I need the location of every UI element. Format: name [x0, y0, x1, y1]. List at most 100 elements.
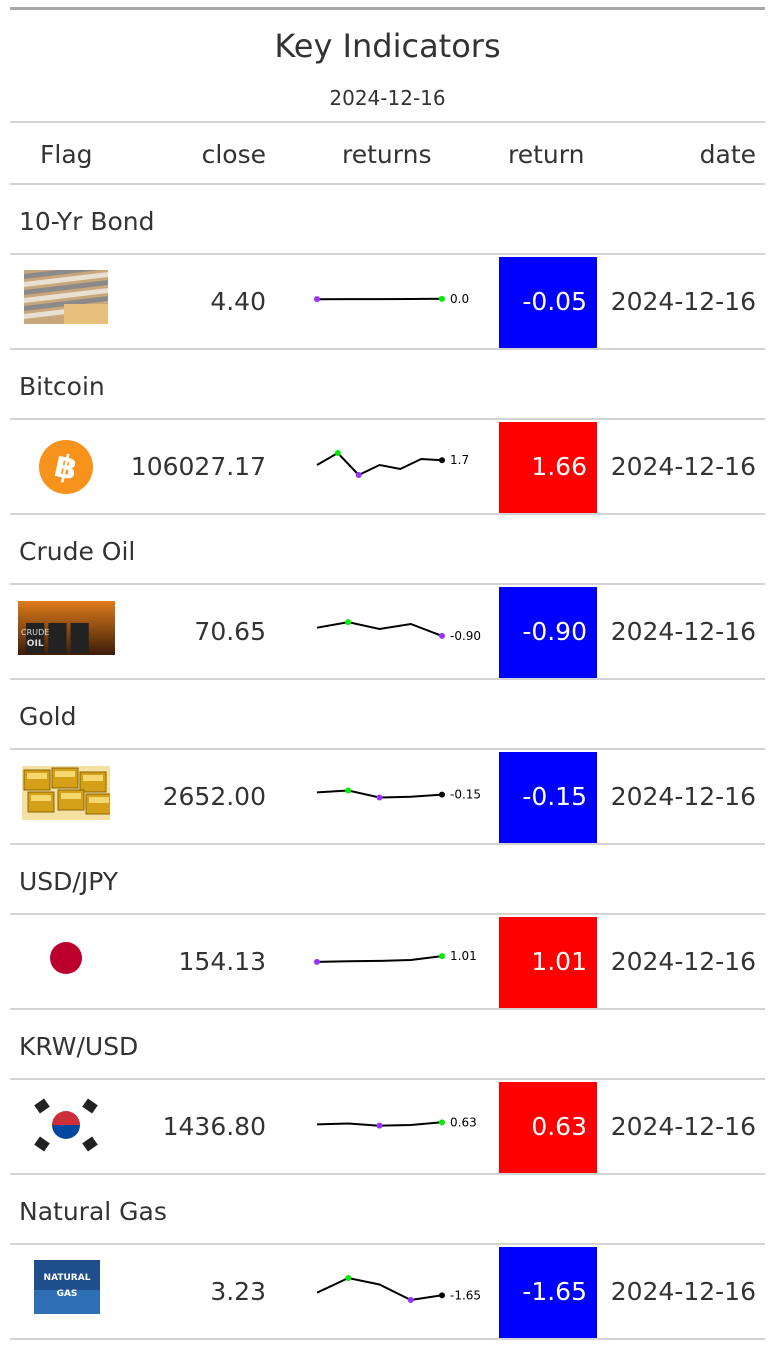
sparkline-last-label: 1.7	[450, 453, 469, 467]
returns-sparkline: -0.90	[316, 619, 481, 643]
return-cell: -0.90	[499, 587, 597, 678]
sparkline-max-marker	[345, 787, 352, 794]
row-group-label: Gold	[19, 702, 77, 731]
return-cell: 1.66	[499, 422, 597, 513]
sparkline-last-label: 1.01	[450, 949, 477, 963]
sparkline-path	[316, 955, 443, 963]
group-divider	[10, 913, 765, 915]
returns-sparkline: 1.7	[316, 450, 469, 478]
row-group-label: 10-Yr Bond	[19, 207, 155, 236]
sparkline-min-marker	[376, 1122, 383, 1129]
close-value: 2652.00	[162, 782, 266, 811]
sparkline-path	[316, 1276, 443, 1302]
return-cell: -0.05	[499, 257, 597, 348]
column-header-date[interactable]: date	[699, 140, 756, 169]
sparkline-last-marker	[439, 1292, 445, 1299]
gold-icon	[22, 766, 110, 820]
bond-icon	[24, 270, 108, 324]
close-value: 1436.80	[162, 1112, 266, 1141]
sparkline-max-marker	[345, 1275, 352, 1281]
top-rule	[10, 7, 765, 10]
return-value: -0.15	[522, 782, 587, 811]
sparkline-last-marker	[439, 791, 445, 798]
sparkline-path	[316, 451, 443, 477]
returns-sparkline: 1.01	[314, 949, 477, 965]
column-header-returns[interactable]: returns	[342, 140, 432, 169]
japan-flag-icon	[50, 942, 82, 974]
natural-gas-icon: NATURAL GAS	[34, 1260, 100, 1314]
sparkline-min-marker	[407, 1297, 414, 1303]
svg-text:CRUDE: CRUDE	[21, 628, 49, 637]
returns-sparkline: -1.65	[316, 1275, 481, 1303]
sparkline-max-marker	[439, 295, 445, 302]
close-value: 70.65	[194, 617, 266, 646]
korea-flag-icon	[34, 1098, 98, 1152]
svg-text:OIL: OIL	[27, 639, 44, 649]
row-divider	[10, 513, 765, 515]
sparkline-max-marker	[439, 1119, 445, 1126]
sparkline-last-marker	[439, 457, 445, 464]
sparkline-min-marker	[355, 472, 362, 478]
returns-sparkline: 0.63	[316, 1115, 477, 1129]
row-group-label: USD/JPY	[19, 867, 119, 896]
sparkline-last-label: -0.90	[450, 629, 481, 643]
svg-text:GAS: GAS	[57, 1289, 78, 1299]
return-value: -1.65	[522, 1277, 587, 1306]
row-divider	[10, 1008, 765, 1010]
sparkline-last-label: 0.63	[450, 1115, 477, 1129]
sparkline-min-marker	[314, 296, 320, 303]
sparkline-min-marker	[376, 794, 383, 801]
return-cell: -1.65	[499, 1247, 597, 1338]
sparkline-last-label: 0.0	[450, 292, 469, 306]
row-group-label: Natural Gas	[19, 1197, 167, 1226]
date-value: 2024-12-16	[610, 617, 756, 646]
sparkline-min-marker	[439, 632, 445, 639]
sparkline-last-label: -1.65	[450, 1288, 481, 1302]
row-divider	[10, 678, 765, 680]
return-value: 1.66	[531, 452, 587, 481]
row-group-label: KRW/USD	[19, 1032, 139, 1061]
svg-text:NATURAL: NATURAL	[44, 1273, 91, 1283]
returns-sparkline: -0.15	[316, 787, 481, 802]
column-header-close[interactable]: close	[201, 140, 266, 169]
row-group-label: Crude Oil	[19, 537, 136, 566]
row-divider	[10, 1173, 765, 1175]
date-value: 2024-12-16	[610, 947, 756, 976]
row-divider	[10, 348, 765, 350]
group-divider	[10, 1078, 765, 1080]
sparkline-min-marker	[314, 958, 320, 965]
close-value: 106027.17	[130, 452, 266, 481]
group-divider	[10, 1243, 765, 1245]
date-value: 2024-12-16	[610, 782, 756, 811]
row-group-label: Bitcoin	[19, 372, 105, 401]
return-value: 0.63	[531, 1112, 587, 1141]
close-value: 154.13	[178, 947, 266, 976]
table-subtitle: 2024-12-16	[329, 86, 446, 110]
row-divider	[10, 843, 765, 845]
close-value: 3.23	[210, 1277, 266, 1306]
sparkline-last-label: -0.15	[450, 788, 481, 802]
column-header-flag[interactable]: Flag	[40, 140, 93, 169]
crude-oil-icon: CRUDE OIL	[18, 601, 115, 655]
group-divider	[10, 418, 765, 420]
row-divider	[10, 1338, 765, 1340]
group-divider	[10, 748, 765, 750]
sparkline-path	[316, 621, 443, 637]
table-title: Key Indicators	[274, 27, 501, 65]
bitcoin-icon: ฿	[39, 440, 93, 494]
return-value: -0.90	[522, 617, 587, 646]
date-value: 2024-12-16	[610, 1112, 756, 1141]
return-cell: 0.63	[499, 1082, 597, 1173]
header-top-rule	[10, 121, 765, 123]
close-value: 4.40	[210, 287, 266, 316]
date-value: 2024-12-16	[610, 1277, 756, 1306]
return-cell: -0.15	[499, 752, 597, 843]
sparkline-max-marker	[334, 450, 341, 456]
group-divider	[10, 253, 765, 255]
column-header-return[interactable]: return	[508, 140, 585, 169]
sparkline-max-marker	[345, 619, 352, 626]
returns-sparkline: 0.0	[314, 292, 469, 306]
date-value: 2024-12-16	[610, 287, 756, 316]
group-divider	[10, 583, 765, 585]
sparkline-max-marker	[439, 953, 445, 960]
